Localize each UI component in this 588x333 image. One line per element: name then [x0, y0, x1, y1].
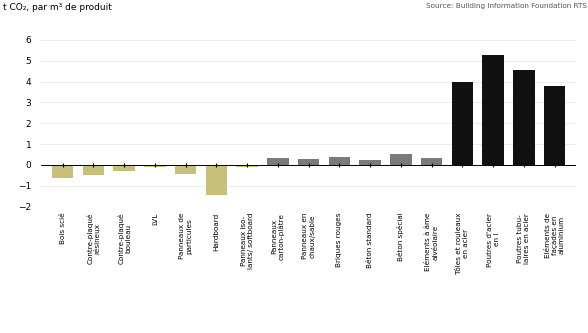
Bar	[175, 165, 196, 173]
Bar	[298, 159, 319, 165]
Bar	[359, 160, 381, 165]
Bar	[329, 157, 350, 165]
Bar	[236, 165, 258, 167]
Bar	[513, 70, 534, 165]
Text: Source: Building Information Foundation RTS: Source: Building Information Foundation …	[426, 3, 587, 9]
Bar	[267, 158, 289, 165]
Bar	[452, 82, 473, 165]
Bar	[390, 154, 412, 165]
Bar	[482, 55, 504, 165]
Bar	[144, 165, 166, 167]
Bar	[206, 165, 227, 195]
Bar	[113, 165, 135, 171]
Bar	[421, 158, 443, 165]
Text: t CO₂, par m³ de produit: t CO₂, par m³ de produit	[3, 3, 112, 12]
Bar	[544, 86, 566, 165]
Bar	[52, 165, 74, 178]
Bar	[83, 165, 104, 174]
